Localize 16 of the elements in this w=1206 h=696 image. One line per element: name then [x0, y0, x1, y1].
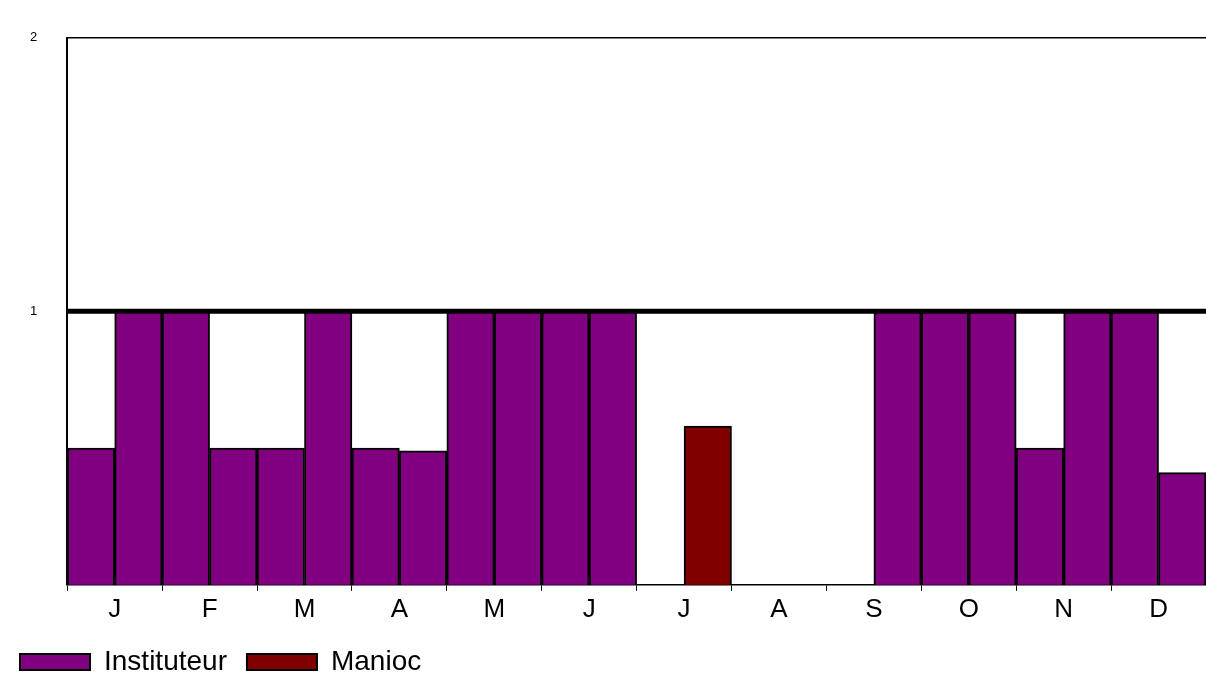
- x-tick-label: A: [770, 592, 789, 623]
- x-tick-label: S: [865, 592, 883, 623]
- x-tick-label: M: [293, 592, 316, 623]
- x-tick-label: M: [483, 592, 506, 623]
- x-tick-label: J: [582, 592, 596, 623]
- x-tick-label: D: [1149, 592, 1168, 623]
- y-tick-label: 2: [30, 29, 38, 45]
- legend-label: Instituteur: [104, 644, 227, 676]
- legend-label: Manioc: [330, 644, 422, 676]
- x-tick-label: N: [1054, 592, 1074, 623]
- x-tick-label: F: [201, 592, 218, 623]
- x-tick-label: O: [958, 592, 979, 623]
- x-tick-label: J: [108, 592, 122, 623]
- x-tick-label: J: [677, 592, 691, 623]
- y-tick-label: 1: [30, 302, 38, 318]
- x-tick-label: A: [390, 592, 409, 623]
